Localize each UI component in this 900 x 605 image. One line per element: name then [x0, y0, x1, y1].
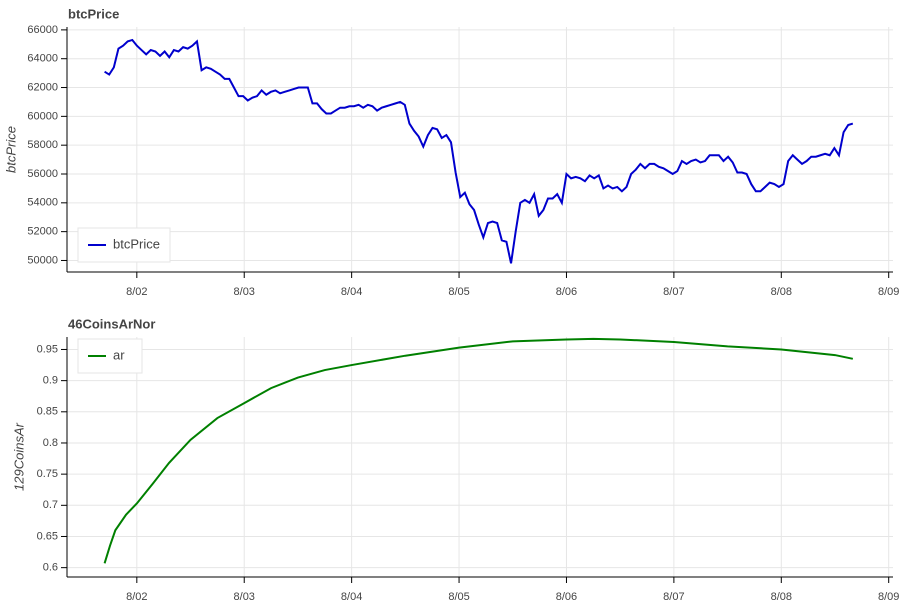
data-line	[104, 38, 854, 264]
legend-label: btcPrice	[113, 236, 160, 251]
y-tick-label: 60000	[27, 110, 58, 122]
y-tick-label: 0.95	[37, 343, 58, 355]
legend-label: ar	[113, 347, 125, 362]
y-tick-label: 54000	[27, 197, 58, 209]
x-tick-label: 8/08	[771, 286, 792, 298]
plot-area	[67, 337, 893, 577]
y-tick-label: 62000	[27, 81, 58, 93]
chart-title: 46CoinsArNor	[68, 316, 155, 331]
y-tick-label: 58000	[27, 139, 58, 151]
x-tick-label: 8/07	[663, 591, 684, 600]
x-tick-label: 8/09	[878, 591, 899, 600]
x-tick-label: 8/02	[126, 286, 147, 298]
x-tick-label: 8/03	[234, 286, 255, 298]
x-tick-label: 8/04	[341, 591, 362, 600]
y-tick-label: 0.8	[43, 437, 58, 449]
y-tick-label: 0.75	[37, 468, 58, 480]
x-tick-label: 8/05	[448, 286, 469, 298]
y-tick-label: 52000	[27, 226, 58, 238]
x-tick-label: 8/02	[126, 591, 147, 600]
x-tick-label: 8/06	[556, 591, 577, 600]
x-tick-label: 8/07	[663, 286, 684, 298]
y-tick-label: 0.6	[43, 562, 58, 574]
x-tick-label: 8/03	[234, 591, 255, 600]
y-tick-label: 0.7	[43, 499, 58, 511]
data-line	[103, 337, 854, 564]
x-tick-label: 8/06	[556, 286, 577, 298]
y-tick-label: 66000	[27, 24, 58, 36]
chart-title: btcPrice	[68, 6, 119, 21]
x-tick-label: 8/05	[448, 591, 469, 600]
y-tick-label: 0.65	[37, 530, 58, 542]
x-tick-label: 8/08	[771, 591, 792, 600]
y-tick-label: 56000	[27, 168, 58, 180]
y-tick-label: 64000	[27, 53, 58, 65]
plot-area	[67, 27, 893, 272]
y-tick-label: 0.9	[43, 375, 58, 387]
x-tick-label: 8/04	[341, 286, 362, 298]
y-axis-label: 129CoinsAr	[11, 422, 26, 491]
y-tick-label: 50000	[27, 254, 58, 266]
x-tick-label: 8/09	[878, 286, 899, 298]
y-axis-label: btcPrice	[3, 126, 18, 173]
legend	[77, 338, 143, 374]
y-tick-label: 0.85	[37, 406, 58, 418]
